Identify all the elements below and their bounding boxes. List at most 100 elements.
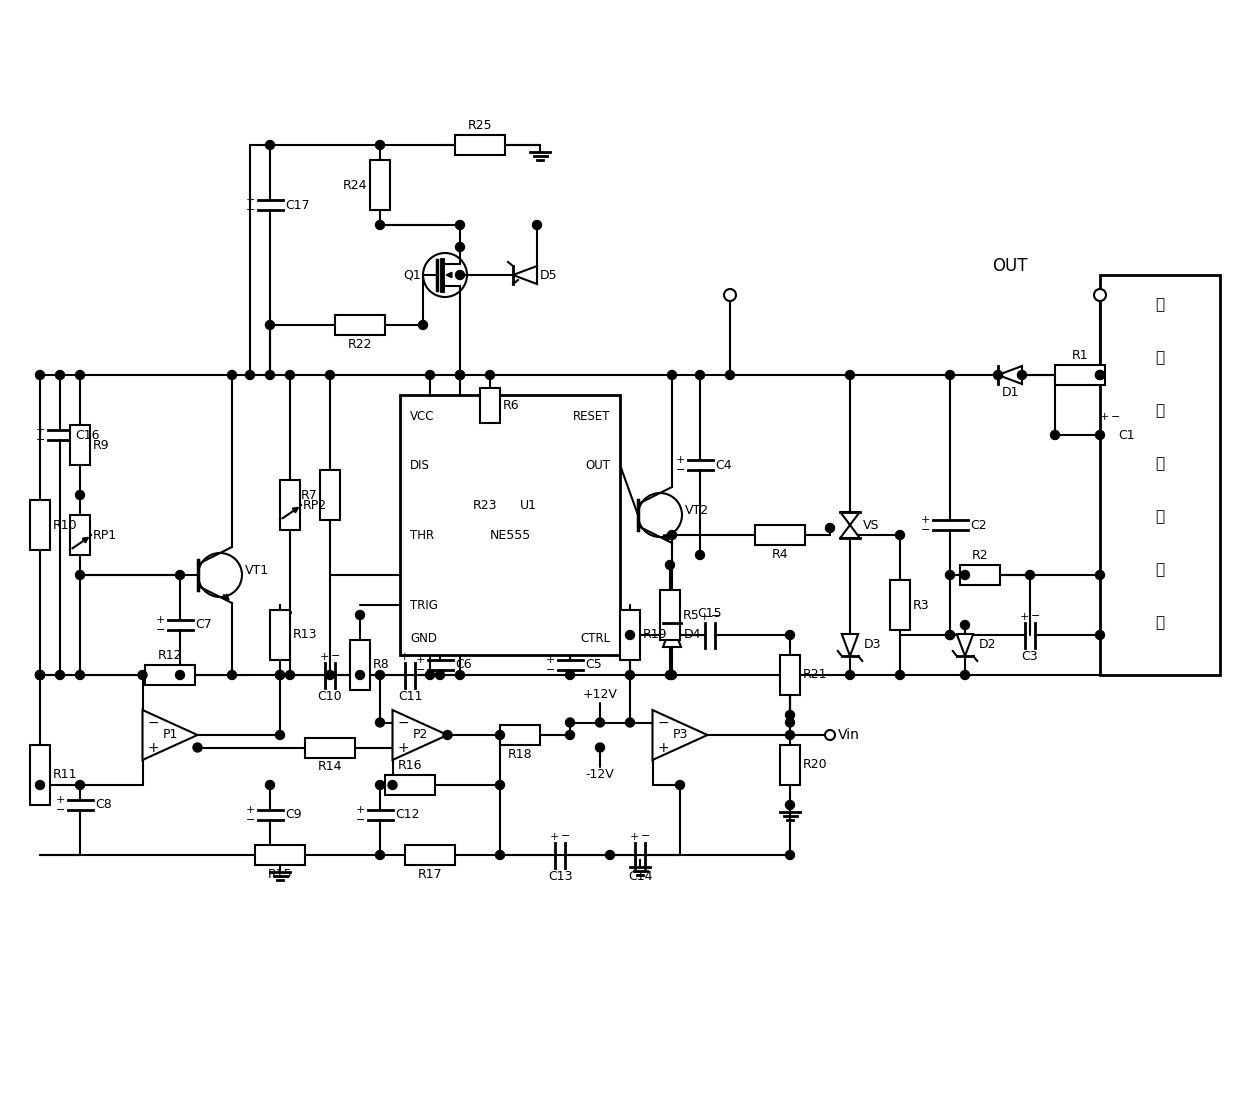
Circle shape (785, 711, 795, 719)
Text: −: − (398, 715, 409, 729)
Circle shape (176, 570, 185, 579)
Text: P1: P1 (162, 728, 177, 741)
Text: −: − (921, 525, 930, 535)
Circle shape (1095, 570, 1105, 579)
Text: +: + (246, 805, 255, 815)
Circle shape (595, 744, 605, 752)
Circle shape (826, 523, 835, 532)
Circle shape (36, 370, 45, 380)
Circle shape (1095, 430, 1105, 439)
Text: R3: R3 (913, 599, 930, 611)
Text: −: − (246, 815, 255, 825)
Text: R19: R19 (644, 629, 667, 642)
Circle shape (532, 220, 542, 230)
Polygon shape (652, 710, 708, 760)
Bar (890, 580, 910, 630)
Text: R15: R15 (268, 868, 293, 881)
Circle shape (265, 321, 274, 330)
Circle shape (696, 551, 704, 560)
Text: C15: C15 (698, 607, 723, 620)
Text: RESET: RESET (573, 410, 610, 423)
Text: NE555: NE555 (490, 529, 531, 542)
Text: 通: 通 (1156, 350, 1164, 366)
Circle shape (36, 781, 45, 789)
Text: R8: R8 (373, 658, 389, 671)
Text: −: − (417, 665, 425, 675)
Polygon shape (841, 512, 859, 525)
Bar (255, 845, 305, 865)
Bar (480, 388, 500, 423)
Bar (69, 515, 91, 555)
Text: −: − (356, 815, 366, 825)
Circle shape (625, 670, 635, 680)
Bar (780, 745, 800, 785)
Circle shape (825, 730, 835, 740)
Text: C4: C4 (715, 459, 732, 472)
Bar (450, 480, 470, 530)
Circle shape (265, 781, 274, 789)
Circle shape (76, 370, 84, 380)
Circle shape (76, 570, 84, 579)
Text: +: + (546, 655, 556, 665)
Text: R10: R10 (53, 519, 78, 531)
Circle shape (138, 670, 148, 680)
Text: −: − (546, 665, 556, 675)
Text: OUT: OUT (585, 459, 610, 472)
Circle shape (455, 370, 465, 380)
Bar (350, 639, 370, 690)
Circle shape (76, 670, 84, 680)
Bar (370, 160, 391, 210)
Circle shape (961, 670, 970, 680)
Circle shape (56, 670, 64, 680)
Text: 供: 供 (1156, 457, 1164, 472)
Text: +: + (398, 740, 409, 754)
Text: C14: C14 (627, 871, 652, 884)
Bar (405, 845, 455, 865)
Circle shape (275, 730, 284, 739)
Text: +: + (156, 615, 165, 625)
Circle shape (76, 491, 84, 499)
Circle shape (785, 718, 795, 727)
Circle shape (443, 730, 453, 739)
Circle shape (1095, 631, 1105, 639)
Circle shape (946, 570, 955, 579)
Text: D1: D1 (1001, 387, 1019, 399)
Circle shape (496, 851, 505, 860)
Text: R14: R14 (317, 761, 342, 773)
Text: TRIG: TRIG (410, 599, 438, 611)
Text: VCC: VCC (410, 410, 434, 423)
Circle shape (785, 851, 795, 860)
Circle shape (56, 370, 64, 380)
Circle shape (227, 670, 237, 680)
Bar (755, 525, 805, 545)
Text: R23: R23 (472, 498, 497, 511)
Text: R22: R22 (347, 338, 372, 351)
Bar (455, 135, 505, 155)
Text: C12: C12 (396, 808, 420, 821)
Circle shape (388, 781, 397, 789)
Circle shape (227, 370, 237, 380)
Text: R11: R11 (53, 769, 78, 782)
Circle shape (326, 370, 335, 380)
Text: C10: C10 (317, 691, 342, 703)
Bar (384, 775, 435, 795)
Text: +: + (676, 456, 686, 465)
Circle shape (285, 670, 295, 680)
Circle shape (946, 631, 955, 639)
Text: +: + (1019, 611, 1029, 622)
Text: +: + (699, 611, 709, 622)
Text: DIS: DIS (410, 459, 430, 472)
Text: R7: R7 (300, 488, 317, 502)
Circle shape (625, 631, 635, 639)
Bar (320, 470, 340, 520)
Polygon shape (842, 634, 858, 656)
Bar (30, 500, 50, 550)
Circle shape (419, 321, 428, 330)
Circle shape (376, 140, 384, 150)
Text: +: + (356, 805, 366, 815)
Text: D3: D3 (863, 638, 880, 652)
Circle shape (376, 718, 384, 727)
Bar (270, 610, 290, 660)
Circle shape (1050, 430, 1059, 439)
Text: +12V: +12V (583, 689, 618, 702)
